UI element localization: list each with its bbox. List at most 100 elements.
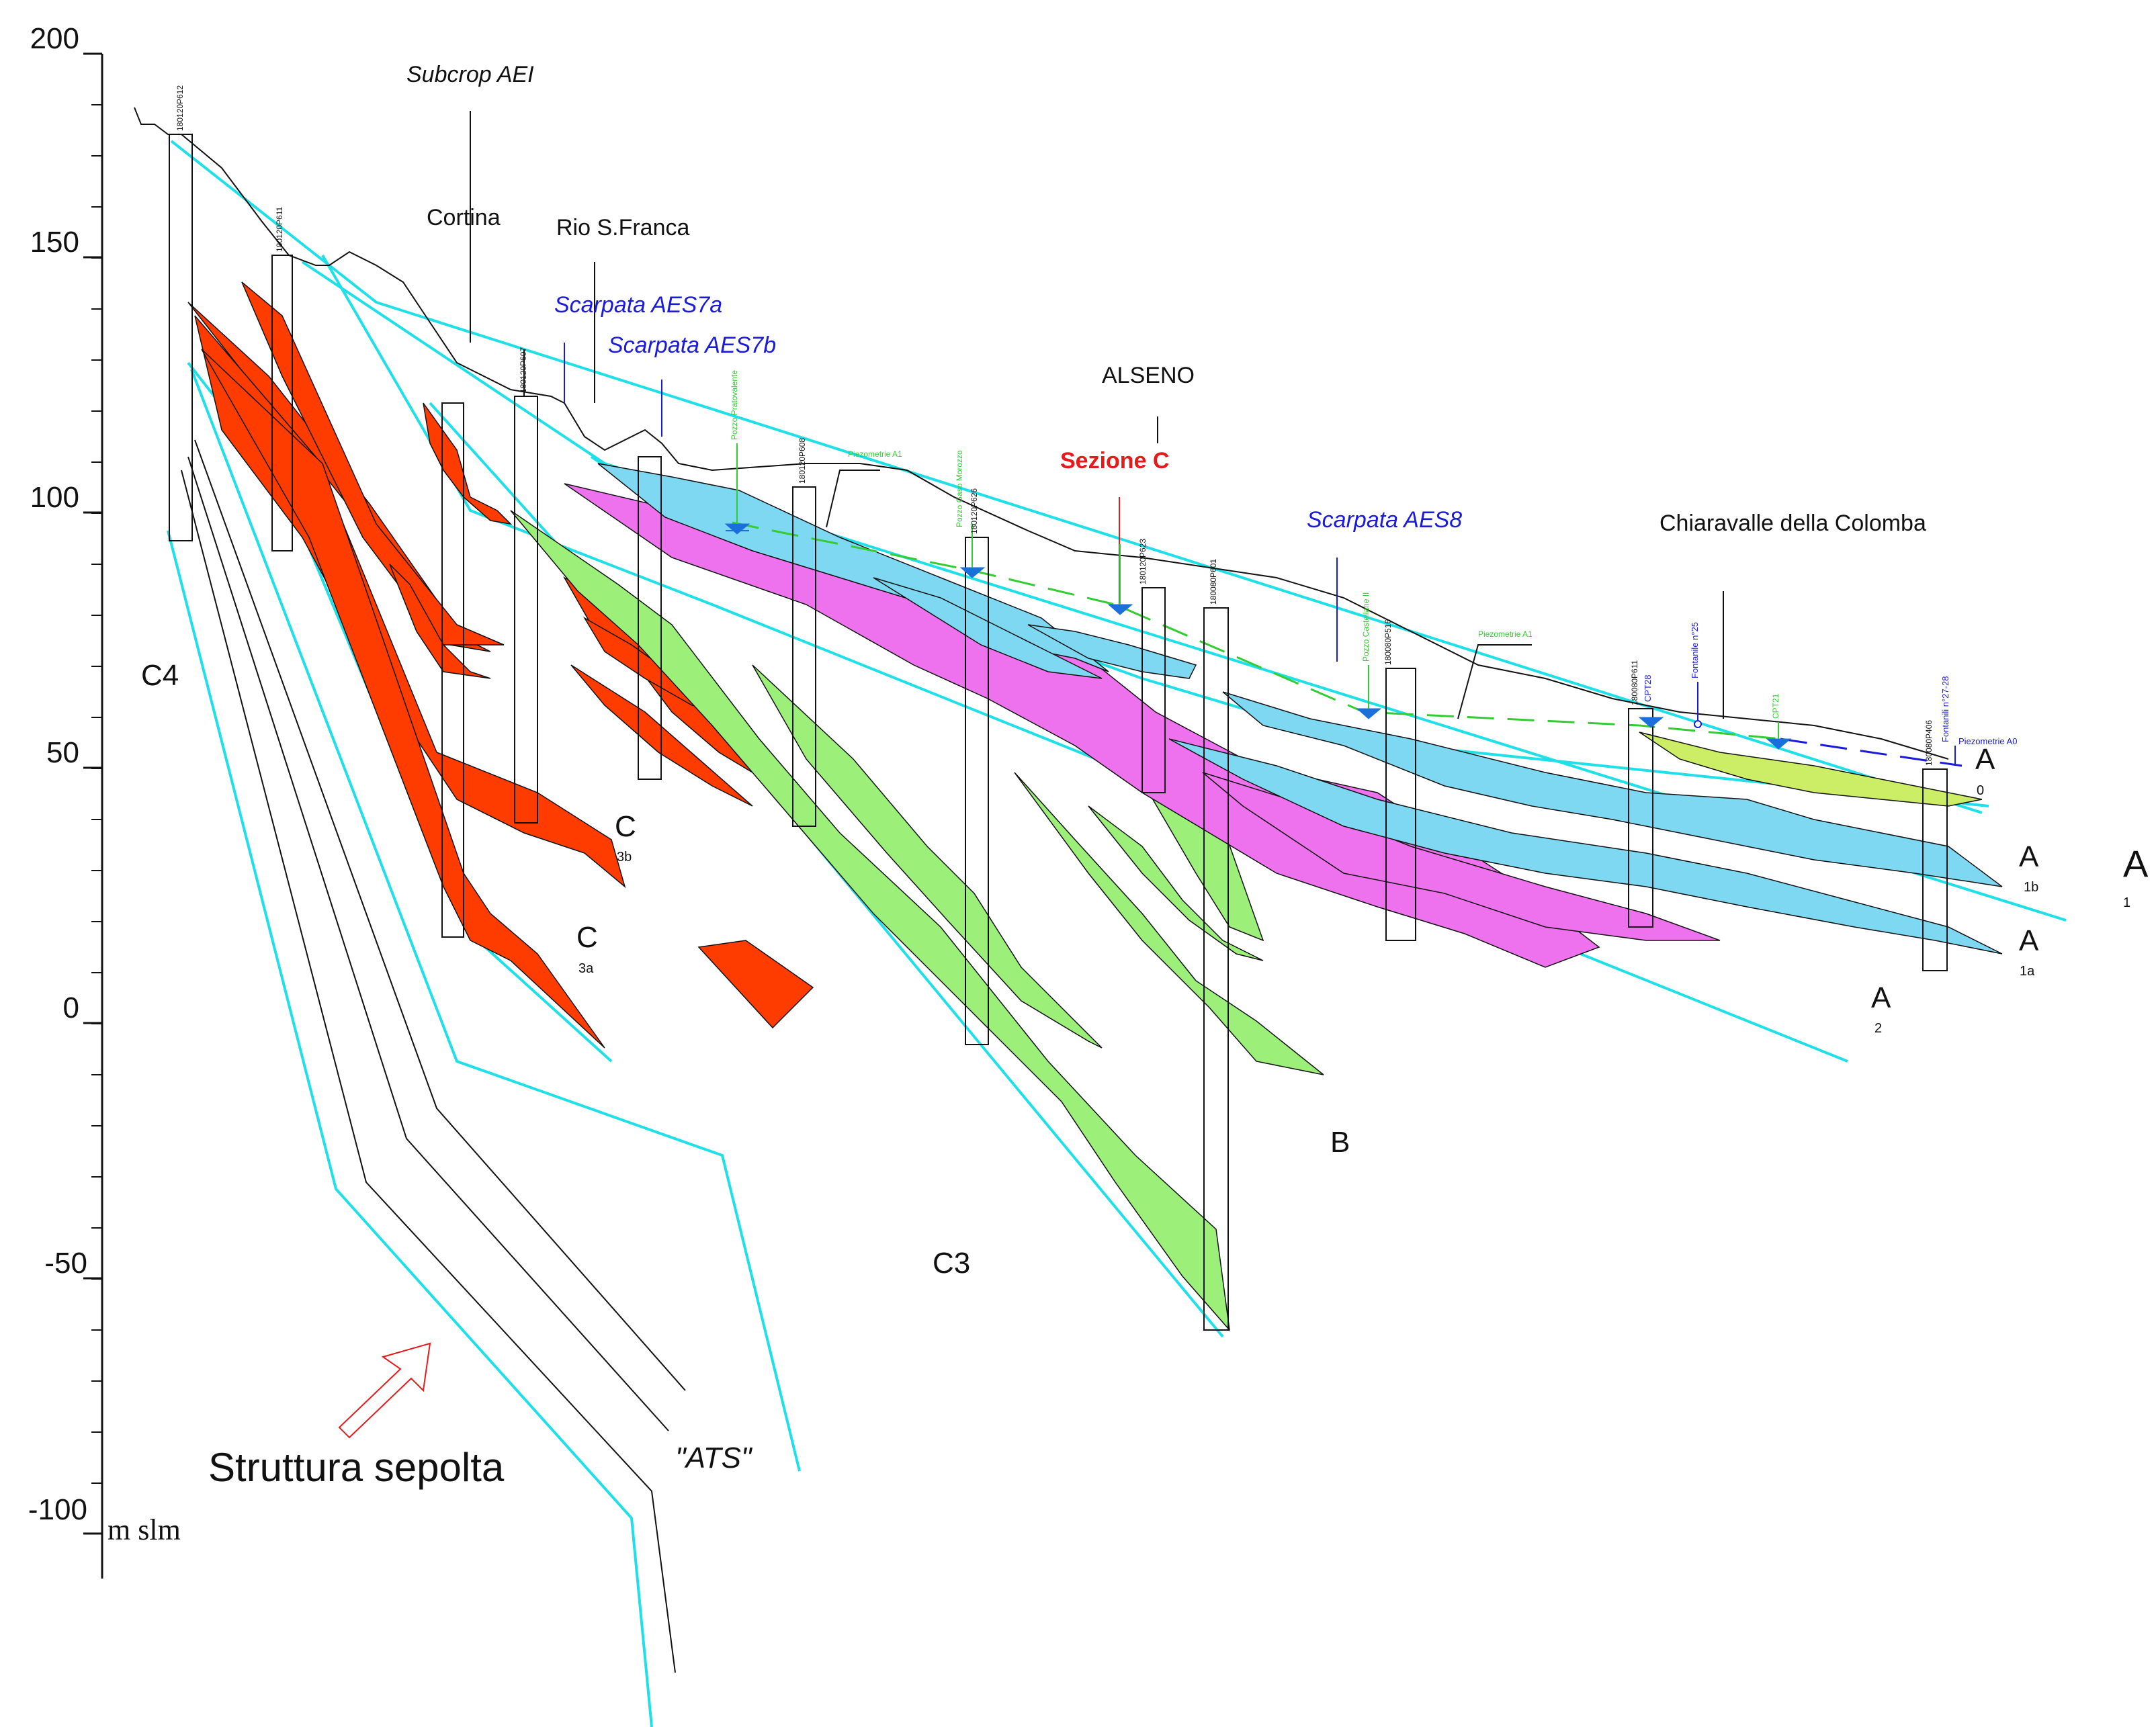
unit-labels: C4 C3 B C 3b C 3a A 0 A 1b A 1 A 1a A 2 (141, 659, 2149, 1280)
well-id-8: 180080P516 (1383, 619, 1393, 665)
well-180120P612 (169, 134, 193, 541)
unit-c4: C4 (141, 659, 179, 692)
structure-arrow-icon (338, 1342, 431, 1439)
magenta-lenses (564, 483, 1721, 968)
label-struttura-sepolta: Struttura sepolta (208, 1445, 505, 1490)
unit-a1-sub: 1 (2123, 895, 2130, 910)
blue-marker-lines (564, 343, 1338, 662)
well-id-10: 180080P406 (1924, 720, 1934, 766)
unit-a2-sub: 2 (1874, 1021, 1882, 1036)
lens-b-2 (1014, 772, 1324, 1075)
lens-c3-loose (697, 940, 814, 1029)
well-id-5: 180120P626 (969, 488, 979, 534)
unit-a1a-sub: 1a (2020, 964, 2035, 979)
label-rio-sfranca: Rio S.Franca (556, 215, 689, 240)
label-ats: "ATS" (675, 1442, 753, 1474)
lens-b-1 (752, 664, 1103, 1049)
well-id-2: 180120P611 (275, 206, 284, 252)
boundary-upper-a (590, 455, 1989, 807)
well-id-3: 180120P607 (519, 347, 528, 393)
piezometer-labels: Pozzo Pratovalente Piezometrie A1 Pozzo … (730, 370, 2017, 746)
well-id-6: 180120P623 (1138, 539, 1148, 584)
tick-label-minus50: -50 (44, 1247, 87, 1280)
well-180120P607 (514, 396, 538, 824)
well-180080P516 (1385, 668, 1416, 941)
piezo-blue-drop-lines (1694, 682, 1956, 766)
piezo-label-7: Fontanile n°25 (1690, 622, 1700, 678)
ground-surface (134, 107, 1949, 760)
tick-label-200: 200 (30, 22, 79, 55)
lens-c4-2 (241, 281, 505, 646)
marker-piezo-a1-2 (1457, 644, 1532, 719)
unit-a2: A (1871, 981, 1891, 1014)
marker-lines (470, 111, 1724, 719)
label-chiaravalle: Chiaravalle della Colomba (1659, 511, 1926, 536)
piezo-label-8: CPT21 (1771, 693, 1780, 719)
unit-c3b-sub: 3b (617, 850, 632, 865)
unit-a1b: A (2019, 840, 2039, 873)
piezometric-line (732, 521, 1781, 740)
boundary-a1b (301, 261, 2067, 922)
well-180080P601 (1203, 607, 1229, 1331)
lens-c4-3 (389, 564, 491, 679)
well-180080P611 (1628, 708, 1653, 928)
cyan-lenses (597, 463, 2003, 955)
unit-a1b-sub: 1b (2024, 880, 2038, 895)
elevation-axis: 200 150 100 50 0 -50 -100 m slm (28, 22, 181, 1579)
piezo-label-4: Pozzo Castellane II (1361, 592, 1371, 662)
lens-c3a (201, 349, 605, 1049)
unit-b: B (1330, 1126, 1350, 1159)
well-left-c3 (441, 402, 464, 938)
buried-structure-lines (167, 369, 801, 1727)
well-id-4: 180120P608 (797, 438, 807, 484)
tick-label-50: 50 (46, 736, 79, 769)
label-scarpata-aes7a: Scarpata AES7a (554, 292, 722, 318)
structure-line-3 (187, 456, 669, 1431)
unit-a1: A (2123, 842, 2149, 885)
unit-c3a-sub: 3a (578, 961, 594, 976)
label-scarpata-aes8: Scarpata AES8 (1307, 507, 1462, 533)
lens-b-main (510, 510, 1231, 1332)
well-180080P406 (1922, 768, 1948, 971)
marker-piezo-a1 (826, 470, 880, 528)
unit-c3: C3 (933, 1247, 970, 1280)
wt-5 (1638, 717, 1664, 728)
axis-minor-ticks (91, 53, 102, 1484)
well-id-labels: 180120P612 180120P611 180120P607 180120P… (175, 85, 1934, 766)
tick-label-0: 0 (63, 991, 79, 1024)
well-180120P626 (965, 537, 989, 1045)
unit-a1a: A (2019, 924, 2039, 957)
piezo-label-6: CPT28 (1643, 675, 1653, 702)
label-alseno: ALSENO (1102, 363, 1195, 388)
well-180120P623 (1141, 587, 1166, 793)
orange-lenses (187, 281, 814, 1049)
section-title: Sezione C (1060, 448, 1169, 474)
structure-line-5 (190, 369, 801, 1472)
tick-label-150: 150 (30, 226, 79, 259)
structure-line-2 (181, 470, 676, 1673)
lens-b-3 (1088, 805, 1264, 961)
lens-a1b (1222, 691, 2003, 887)
tick-label-minus100: -100 (28, 1493, 87, 1526)
piezometric-line-a0 (1780, 738, 1963, 767)
well-180120P608 (792, 486, 816, 827)
well-columns (169, 134, 1948, 1331)
structure-line-1 (167, 530, 653, 1727)
label-scarpata-aes7b: Scarpata AES7b (608, 333, 776, 358)
label-cortina: Cortina (427, 205, 501, 230)
piezo-label-5: Piezometrie A1 (1478, 629, 1533, 639)
axis-unit-label: m slm (107, 1513, 181, 1546)
wt-6 (1766, 738, 1792, 750)
piezo-label-1: Pozzo Pratovalente (730, 370, 739, 440)
well-180120P611 (271, 255, 293, 551)
scarpata-labels: Scarpata AES7a Scarpata AES7b Scarpata A… (554, 292, 1462, 533)
unit-c3a: C (576, 921, 598, 954)
lens-a0 (1639, 732, 1983, 807)
well-id-7: 180080P601 (1209, 559, 1218, 605)
unit-a0-sub: 0 (1977, 783, 1984, 798)
wt-4 (1356, 708, 1382, 719)
lens-a1-mid-2 (1027, 624, 1197, 679)
place-labels: Subcrop AEI Cortina Rio S.Franca ALSENO … (406, 62, 1926, 536)
piezo-label-10: Piezometrie A0 (1958, 736, 2017, 746)
